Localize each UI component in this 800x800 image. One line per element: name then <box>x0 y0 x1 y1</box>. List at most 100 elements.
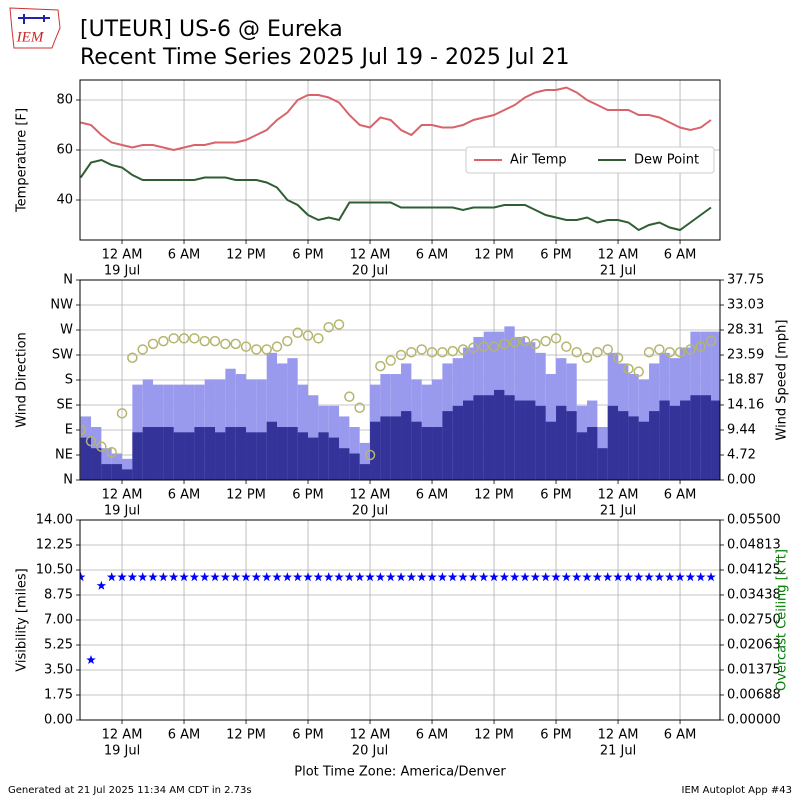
point <box>230 572 241 582</box>
point <box>643 346 655 358</box>
bar <box>483 395 495 480</box>
bar <box>690 395 701 480</box>
footer-right: IEM Autoplot App #43 <box>682 785 792 796</box>
point <box>137 572 148 582</box>
x-tick-label: 6 AM <box>416 488 449 503</box>
x-tick-label: 6 AM <box>664 728 697 743</box>
bar <box>711 400 720 480</box>
legend-label: Air Temp <box>510 153 567 168</box>
point <box>271 341 283 352</box>
point <box>519 335 531 347</box>
bar <box>132 432 143 480</box>
point <box>282 335 293 347</box>
point <box>365 572 375 582</box>
point <box>509 572 520 582</box>
point <box>488 341 500 352</box>
point <box>210 572 220 582</box>
point <box>571 346 582 358</box>
bar <box>80 437 92 480</box>
x-tick-sublabel: 21 Jul <box>600 264 636 279</box>
bar <box>390 416 402 480</box>
point <box>603 572 613 582</box>
point <box>106 446 117 458</box>
point <box>612 352 624 364</box>
bar <box>246 432 257 480</box>
x-tick-label: 12 PM <box>226 248 266 263</box>
y-tick-label: 7.00 <box>44 613 73 628</box>
plot-frame <box>79 519 721 721</box>
point <box>613 572 623 582</box>
point <box>106 572 117 582</box>
point <box>499 572 510 582</box>
y-tick-label: NE <box>55 448 73 463</box>
point <box>437 346 448 358</box>
bar <box>659 400 670 480</box>
y2-tick-label: 0.02750 <box>727 613 781 628</box>
point <box>251 572 262 582</box>
point <box>447 572 458 582</box>
x-tick-sublabel: 20 Jul <box>352 744 388 759</box>
y2-tick-label: 4.72 <box>727 447 756 462</box>
bar <box>587 427 598 480</box>
y2-tick-label: 0.02063 <box>727 637 781 652</box>
point <box>695 341 706 352</box>
y-tick-label: 8.75 <box>44 588 73 603</box>
x-tick-label: 6 AM <box>416 728 449 743</box>
y2-tick-label: 0.01375 <box>727 663 781 678</box>
bar <box>297 432 309 480</box>
point <box>623 572 634 582</box>
point <box>396 572 406 582</box>
bar <box>215 379 226 480</box>
point <box>364 449 376 461</box>
y-axis-label: Visibility [miles] <box>15 568 30 671</box>
footer-left: Generated at 21 Jul 2025 11:34 AM CDT in… <box>8 785 252 796</box>
bar <box>256 379 267 480</box>
bar <box>308 437 319 480</box>
x-tick-label: 12 PM <box>226 488 266 503</box>
point <box>685 344 696 355</box>
x-tick-label: 12 AM <box>102 488 143 503</box>
bar <box>266 421 278 480</box>
point <box>654 344 665 355</box>
y2-tick-label: 0.00688 <box>727 687 781 702</box>
bar <box>628 416 639 480</box>
y2-tick-label: 0.00000 <box>727 713 781 728</box>
y-tick-label: NW <box>50 298 73 313</box>
bar <box>349 453 360 480</box>
point <box>572 572 582 582</box>
y-tick-label: 3.50 <box>44 663 73 678</box>
bar <box>411 421 422 480</box>
x-tick-label: 6 AM <box>664 248 697 263</box>
point <box>634 572 644 582</box>
y-tick-label: 14.00 <box>36 513 73 528</box>
bar <box>318 432 329 480</box>
point <box>178 333 190 344</box>
point <box>292 327 303 339</box>
legend-box <box>465 146 715 174</box>
bar <box>266 352 278 480</box>
x-tick-label: 6 AM <box>416 248 449 263</box>
point <box>302 330 314 341</box>
y-tick-label: 40 <box>56 193 73 208</box>
point <box>468 572 479 582</box>
x-tick-label: 12 PM <box>474 248 514 263</box>
y2-axis-label: Wind Speed [mph] <box>775 320 790 441</box>
plot-frame <box>79 279 721 481</box>
point <box>489 572 499 582</box>
bar <box>277 363 288 480</box>
bar <box>122 469 133 480</box>
bar <box>452 405 464 480</box>
y-tick-label: N <box>63 473 73 488</box>
point <box>458 572 468 582</box>
x-tick-label: 12 AM <box>102 248 143 263</box>
point <box>561 341 572 352</box>
y-tick-label: 1.75 <box>44 688 73 703</box>
y-tick-label: SW <box>52 348 73 363</box>
point <box>323 572 334 582</box>
x-tick-label: 12 PM <box>474 728 514 743</box>
point <box>654 572 665 582</box>
point <box>447 345 458 357</box>
point <box>706 572 716 582</box>
point <box>530 338 541 350</box>
